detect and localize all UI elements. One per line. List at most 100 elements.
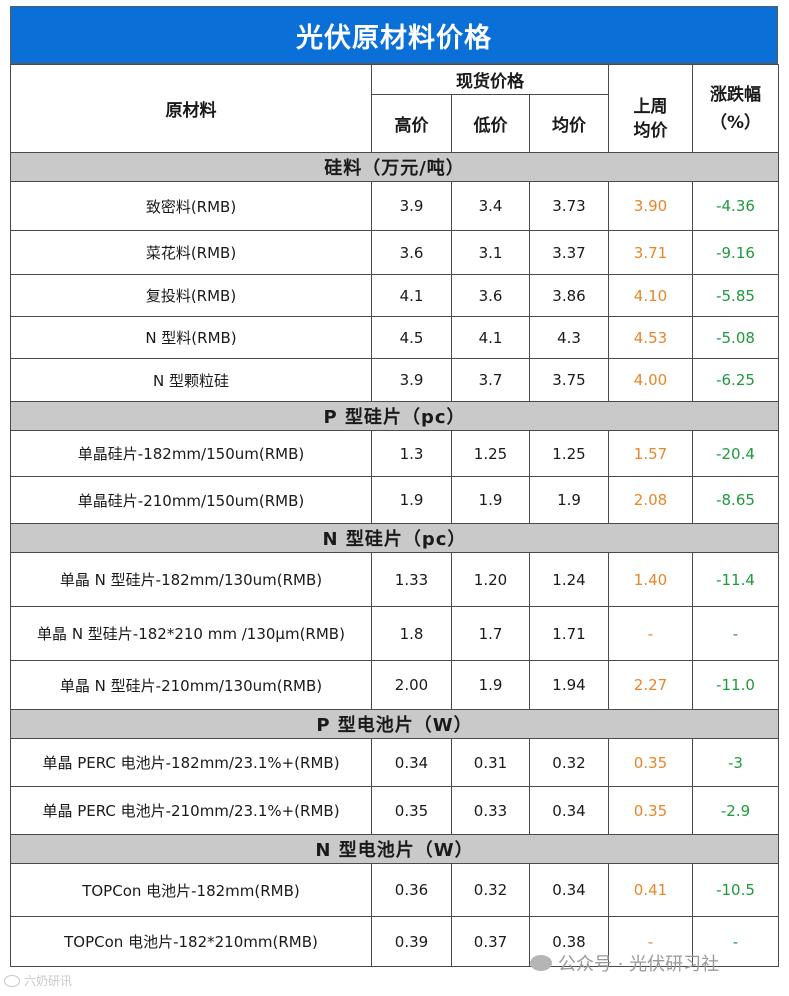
sheet-title: 光伏原材料价格	[10, 6, 778, 64]
last-week-avg-cell: 4.53	[608, 316, 693, 359]
avg-price-cell: 3.73	[529, 181, 609, 231]
high-price-cell: 1.33	[371, 552, 452, 607]
header-high: 高价	[371, 94, 452, 153]
table-row: N 型颗粒硅 3.9 3.7 3.75 4.00 -6.25	[10, 358, 779, 402]
avg-price-cell: 1.9	[529, 476, 609, 524]
last-week-avg-cell: 0.41	[608, 863, 693, 917]
avg-price-cell: 1.25	[529, 430, 609, 477]
low-price-cell: 1.20	[451, 552, 530, 607]
low-price-cell: 3.1	[451, 230, 530, 275]
last-week-avg-cell: 3.90	[608, 181, 693, 231]
change-pct-cell: -6.25	[692, 358, 779, 402]
header-change: 涨跌幅 （%）	[692, 64, 779, 153]
low-price-cell: 3.6	[451, 274, 530, 317]
last-week-avg-cell: 0.35	[608, 738, 693, 787]
high-price-cell: 1.3	[371, 430, 452, 477]
section-title: N 型电池片（W）	[10, 834, 779, 864]
low-price-cell: 0.33	[451, 786, 530, 835]
header-material: 原材料	[10, 64, 372, 153]
avg-price-cell: 3.86	[529, 274, 609, 317]
section-title: P 型硅片（pc）	[10, 401, 779, 431]
high-price-cell: 1.8	[371, 606, 452, 661]
change-pct-cell: -	[692, 606, 779, 661]
high-price-cell: 4.1	[371, 274, 452, 317]
high-price-cell: 2.00	[371, 660, 452, 710]
section-row: P 型硅片（pc）	[10, 401, 779, 431]
section-title: N 型硅片（pc）	[10, 523, 779, 553]
material-name-cell: 单晶 N 型硅片-182mm/130um(RMB)	[10, 552, 372, 607]
avg-price-cell: 1.24	[529, 552, 609, 607]
last-week-avg-cell: 1.57	[608, 430, 693, 477]
high-price-cell: 1.9	[371, 476, 452, 524]
material-name-cell: N 型颗粒硅	[10, 358, 372, 402]
change-pct-cell: -11.4	[692, 552, 779, 607]
change-pct-cell: -4.36	[692, 181, 779, 231]
high-price-cell: 3.9	[371, 358, 452, 402]
high-price-cell: 0.36	[371, 863, 452, 917]
table-row: 复投料(RMB) 4.1 3.6 3.86 4.10 -5.85	[10, 274, 779, 317]
change-pct-cell: -	[692, 916, 779, 967]
watermark-right-text: 公众号 · 光伏研习社	[558, 954, 720, 975]
table-row: 单晶 N 型硅片-210mm/130um(RMB) 2.00 1.9 1.94 2.27…	[10, 660, 779, 710]
material-name-cell: 单晶 PERC 电池片-210mm/23.1%+(RMB)	[10, 786, 372, 835]
section-title: 硅料（万元/吨）	[10, 152, 779, 182]
change-pct-cell: -20.4	[692, 430, 779, 477]
price-table: 原材料 现货价格 涨跌幅 （%） 高价 低价 均价 上周 均价 硅料（万元/吨）…	[10, 64, 779, 967]
table-row: TOPCon 电池片-182mm(RMB) 0.36 0.32 0.34 0.41 -10…	[10, 863, 779, 917]
material-name-cell: 致密料(RMB)	[10, 181, 372, 231]
table-row: N 型料(RMB) 4.5 4.1 4.3 4.53 -5.08	[10, 316, 779, 359]
high-price-cell: 3.6	[371, 230, 452, 275]
high-price-cell: 3.9	[371, 181, 452, 231]
change-pct-cell: -8.65	[692, 476, 779, 524]
last-week-avg-cell: 0.35	[608, 786, 693, 835]
material-name-cell: TOPCon 电池片-182mm(RMB)	[10, 863, 372, 917]
header-avg: 均价	[529, 94, 609, 153]
material-name-cell: 单晶 N 型硅片-182*210 mm /130μm(RMB)	[10, 606, 372, 661]
low-price-cell: 1.7	[451, 606, 530, 661]
avg-price-cell: 1.71	[529, 606, 609, 661]
section-title: P 型电池片（W）	[10, 709, 779, 739]
material-name-cell: 单晶 PERC 电池片-182mm/23.1%+(RMB)	[10, 738, 372, 787]
material-name-cell: 单晶 N 型硅片-210mm/130um(RMB)	[10, 660, 372, 710]
change-pct-cell: -5.08	[692, 316, 779, 359]
high-price-cell: 0.35	[371, 786, 452, 835]
section-row: 硅料（万元/吨）	[10, 152, 779, 182]
header-last-week-top	[608, 64, 693, 95]
header-low: 低价	[451, 94, 530, 153]
last-week-avg-cell: 4.00	[608, 358, 693, 402]
material-name-cell: N 型料(RMB)	[10, 316, 372, 359]
table-row: 单晶 N 型硅片-182*210 mm /130μm(RMB) 1.8 1.7 1.7…	[10, 606, 779, 661]
table-row: 单晶 PERC 电池片-210mm/23.1%+(RMB) 0.35 0.33 0.3…	[10, 786, 779, 835]
avg-price-cell: 0.34	[529, 863, 609, 917]
change-pct-cell: -5.85	[692, 274, 779, 317]
material-name-cell: 复投料(RMB)	[10, 274, 372, 317]
watermark-right: 公众号 · 光伏研习社	[530, 950, 719, 976]
avg-price-cell: 1.94	[529, 660, 609, 710]
change-pct-cell: -10.5	[692, 863, 779, 917]
avg-price-cell: 3.75	[529, 358, 609, 402]
table-row: TOPCon 电池片-182*210mm(RMB) 0.39 0.37 0.38- -	[10, 916, 779, 967]
last-week-avg-cell: 2.27	[608, 660, 693, 710]
low-price-cell: 0.37	[451, 916, 530, 967]
material-name-cell: 菜花料(RMB)	[10, 230, 372, 275]
avg-price-cell: 4.3	[529, 316, 609, 359]
high-price-cell: 0.34	[371, 738, 452, 787]
section-row: N 型硅片（pc）	[10, 523, 779, 553]
low-price-cell: 1.9	[451, 660, 530, 710]
avg-price-cell: 0.34	[529, 786, 609, 835]
last-week-avg-cell: 2.08	[608, 476, 693, 524]
high-price-cell: 0.39	[371, 916, 452, 967]
avg-price-cell: 0.32	[529, 738, 609, 787]
high-price-cell: 4.5	[371, 316, 452, 359]
table-row: 单晶 N 型硅片-182mm/130um(RMB) 1.33 1.20 1.24 1.4…	[10, 552, 779, 607]
material-name-cell: 单晶硅片-210mm/150um(RMB)	[10, 476, 372, 524]
table-row: 单晶硅片-210mm/150um(RMB) 1.9 1.9 1.9 2.08 -8.65	[10, 476, 779, 524]
last-week-avg-cell: 1.40	[608, 552, 693, 607]
change-pct-cell: -11.0	[692, 660, 779, 710]
low-price-cell: 0.31	[451, 738, 530, 787]
watermark-left: 六奶研讯	[4, 972, 72, 989]
last-week-avg-cell: -	[608, 606, 693, 661]
material-name-cell: 单晶硅片-182mm/150um(RMB)	[10, 430, 372, 477]
table-row: 单晶硅片-182mm/150um(RMB) 1.3 1.25 1.25 1.57 -20.…	[10, 430, 779, 477]
change-pct-cell: -9.16	[692, 230, 779, 275]
